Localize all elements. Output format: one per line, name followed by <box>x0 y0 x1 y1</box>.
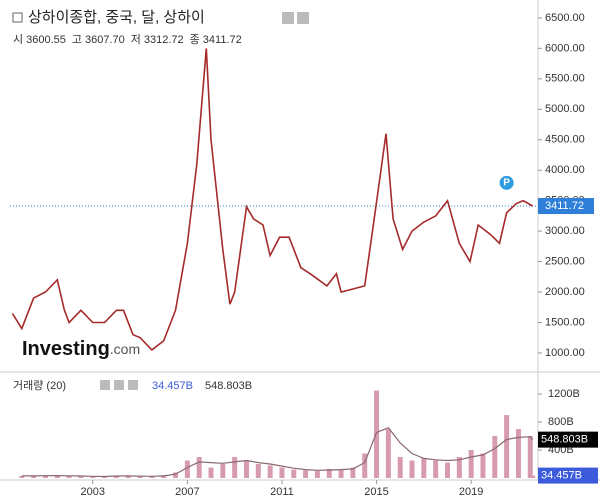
icon[interactable] <box>114 380 124 390</box>
volume-bar <box>530 475 536 478</box>
ohlc-label: 저 <box>131 33 141 46</box>
legend-ma: 548.803B <box>205 380 252 392</box>
y-tick-label: 2500.00 <box>545 255 585 267</box>
volume-bar <box>220 464 226 478</box>
volume-bar <box>409 460 415 478</box>
volume-bar <box>66 475 72 478</box>
volume-bar <box>433 460 439 478</box>
volume-bar <box>314 471 320 478</box>
volume-bar <box>397 457 403 478</box>
volume-bar <box>445 462 450 478</box>
icon[interactable] <box>128 380 138 390</box>
last-price-label: 3411.72 <box>545 200 584 212</box>
ohlc-value: 3312.72 <box>144 34 184 46</box>
y-tick-label: 6000.00 <box>545 42 585 54</box>
collapse-icon[interactable] <box>12 12 23 23</box>
x-tick-label: 2011 <box>270 486 294 498</box>
last-price-box <box>538 198 594 215</box>
logo-suffix: .com <box>110 341 140 357</box>
volume-bar <box>173 472 179 478</box>
y-tick-label: 5000.00 <box>545 103 585 115</box>
volume-bar <box>42 475 48 478</box>
x-tick-label: 2003 <box>81 486 105 498</box>
ma-line <box>21 426 534 478</box>
volume-bar <box>468 450 474 478</box>
ohlc-value: 3411.72 <box>203 34 242 46</box>
volume-bar <box>232 457 238 478</box>
volume-bar <box>243 460 249 478</box>
ohlc-label: 시 <box>13 34 23 46</box>
last-value-label: 34.457B <box>541 469 582 481</box>
y-tick-label: 4500.00 <box>545 134 585 146</box>
volume-bar <box>421 458 427 478</box>
volume-bar <box>102 476 108 478</box>
marker-label: P <box>503 177 510 188</box>
ohlc-value: 3607.70 <box>85 34 125 46</box>
y-tick-label: 2000.00 <box>545 286 585 298</box>
volume-bar <box>54 475 60 478</box>
volume-bar <box>480 453 486 478</box>
logo-main: Investing <box>22 338 110 360</box>
volume-bar <box>137 476 143 478</box>
logo: Investing.com <box>22 338 140 360</box>
last-value-box <box>538 467 598 484</box>
volume-bar <box>161 475 167 478</box>
y-tick-label: 6500.00 <box>545 12 585 24</box>
volume-bar <box>279 467 285 478</box>
volume-bar <box>504 415 510 478</box>
legend-volume: 34.457B <box>152 380 193 392</box>
y-tick-label: 5500.00 <box>545 73 585 85</box>
y-tick-label: 800B <box>548 416 574 428</box>
volume-bar <box>515 429 521 478</box>
ohlc-label: 종 <box>190 34 200 46</box>
volume-bar <box>456 457 462 478</box>
volume-bar <box>149 476 155 478</box>
last-value-box <box>538 431 598 448</box>
y-tick-label: 3000.00 <box>545 225 585 237</box>
x-tick-label: 2019 <box>459 486 483 498</box>
volume-bar <box>196 457 202 478</box>
icon[interactable] <box>100 380 110 390</box>
volume-bar <box>267 465 273 478</box>
volume-bar <box>527 436 533 478</box>
volume-bar <box>208 467 214 478</box>
volume-title: 거래량 (20) <box>13 379 66 392</box>
volume-bar <box>303 470 309 478</box>
y-tick-label: 1500.00 <box>545 316 585 328</box>
volume-bar <box>338 469 344 478</box>
volume-bar <box>125 475 131 478</box>
icon[interactable] <box>282 12 294 24</box>
volume-bar <box>492 436 498 478</box>
volume-bar <box>90 476 96 478</box>
y-tick-label: 1000.00 <box>545 347 585 359</box>
volume-bar <box>350 467 356 478</box>
ohlc-label: 고 <box>72 34 82 46</box>
y-tick-label: 4000.00 <box>545 164 585 176</box>
marker <box>499 175 514 190</box>
volume-bar <box>255 464 261 478</box>
volume-bar <box>362 453 368 478</box>
volume-bar <box>19 475 25 478</box>
volume-bar <box>385 429 391 478</box>
y-tick-label: 1200B <box>548 388 580 400</box>
volume-bar <box>113 475 119 478</box>
volume-bar <box>374 390 380 478</box>
icon[interactable] <box>297 12 309 24</box>
volume-bar <box>291 469 297 478</box>
volume-bar <box>326 468 332 478</box>
volume-bar <box>184 460 190 478</box>
x-tick-label: 2007 <box>175 486 199 498</box>
ohlc-value: 3600.55 <box>26 34 66 46</box>
x-tick-label: 2015 <box>364 486 388 498</box>
price-line <box>11 48 533 351</box>
last-value-label: 548.803B <box>541 434 588 446</box>
ohlc: 시 3600.55 고 3607.70 저 3312.72 종 3411.72 <box>13 33 242 46</box>
volume-bar <box>78 476 84 478</box>
chart-title: 상하이종합, 중국, 달, 상하이 <box>28 9 205 26</box>
volume-bar <box>31 476 37 478</box>
